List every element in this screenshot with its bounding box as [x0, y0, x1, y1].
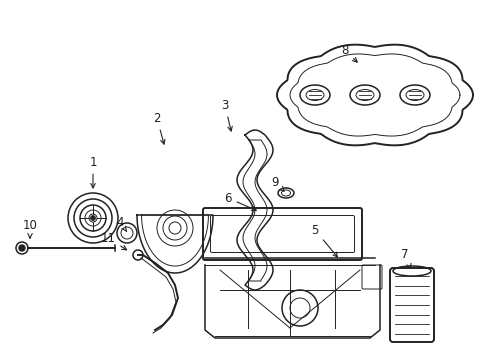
Text: 3: 3	[221, 99, 232, 131]
Text: 10: 10	[22, 219, 38, 238]
Text: 4: 4	[116, 216, 126, 231]
Text: 2: 2	[153, 112, 164, 144]
Text: 6: 6	[224, 192, 256, 211]
Text: 5: 5	[311, 224, 337, 257]
Text: 1: 1	[89, 156, 97, 188]
Text: 11: 11	[101, 231, 126, 250]
Text: 8: 8	[341, 44, 356, 62]
Circle shape	[90, 216, 95, 220]
Circle shape	[19, 245, 25, 251]
Text: 7: 7	[401, 248, 410, 268]
Text: 9: 9	[271, 176, 284, 191]
